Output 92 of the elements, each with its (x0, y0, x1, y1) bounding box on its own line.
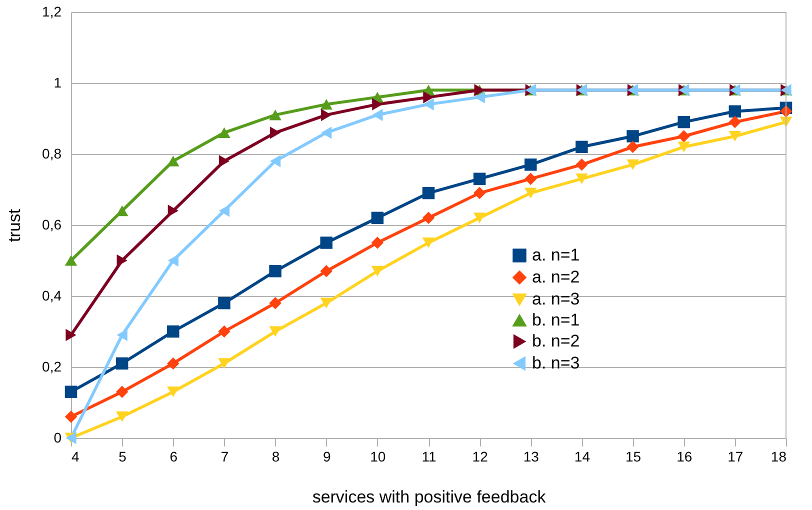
point (320, 265, 332, 278)
point (168, 204, 178, 217)
point (728, 116, 742, 128)
x-tick-label: 7 (220, 448, 229, 464)
point (626, 130, 639, 142)
point (371, 212, 384, 224)
y-tick-label: 1,2 (42, 4, 62, 20)
x-tick-label: 5 (118, 448, 127, 464)
point (576, 174, 588, 184)
point (473, 212, 486, 224)
x-tick-label: 10 (370, 448, 386, 464)
point (422, 212, 435, 224)
x-tick-label: 18 (770, 448, 787, 464)
point (218, 204, 230, 217)
point (372, 108, 383, 122)
point (321, 126, 332, 139)
x-tick-label: 17 (728, 448, 744, 464)
point (269, 326, 282, 337)
point (678, 130, 690, 142)
point (167, 386, 180, 398)
point (116, 386, 128, 398)
point (116, 254, 128, 267)
legend-label: b. n=3 (532, 354, 580, 372)
point (473, 172, 486, 185)
point (269, 110, 282, 120)
y-tick-label: 0,2 (42, 358, 62, 374)
y-tick-label: 0,4 (42, 288, 62, 304)
point (66, 328, 76, 342)
point (423, 98, 434, 110)
point (728, 130, 742, 142)
point (678, 116, 690, 128)
point (423, 91, 434, 104)
point (269, 296, 282, 310)
point (218, 127, 230, 138)
legend-label: b. n=1 (532, 310, 580, 330)
point (269, 265, 282, 278)
point (422, 186, 435, 200)
y-tick-label: 0,8 (42, 146, 62, 162)
x-tick-label: 13 (523, 448, 540, 464)
point (167, 156, 180, 166)
x-tick-label: 16 (676, 448, 692, 464)
point (116, 411, 128, 422)
x-tick-label: 15 (625, 448, 642, 464)
point (320, 98, 332, 110)
point (728, 105, 742, 118)
point (167, 357, 180, 370)
point (116, 357, 128, 370)
y-axis-title: trust (5, 208, 24, 242)
x-tick-label: 11 (422, 448, 436, 464)
y-tick-label: 1 (54, 74, 62, 90)
point (422, 237, 435, 248)
legend-label: a. n=2 (532, 268, 580, 286)
point (371, 236, 384, 249)
point (270, 154, 281, 168)
point (64, 410, 78, 423)
point (218, 296, 230, 310)
x-tick-label: 6 (170, 448, 178, 464)
point (524, 158, 537, 171)
point (116, 328, 128, 342)
point (576, 140, 588, 154)
x-axis-title: services with positive feedback (312, 488, 546, 506)
point (270, 126, 281, 139)
x-tick-label: 12 (472, 448, 488, 464)
point (320, 236, 332, 249)
legend-label: a. n=3 (532, 290, 580, 308)
point (626, 159, 639, 170)
point (218, 358, 230, 369)
x-tick-label: 9 (322, 448, 331, 464)
point (371, 266, 384, 276)
point (64, 386, 78, 398)
point (474, 91, 485, 104)
point (64, 255, 78, 266)
point (678, 142, 690, 152)
point (320, 298, 332, 308)
point (524, 188, 537, 198)
point (167, 325, 180, 338)
y-tick-label: 0,6 (42, 216, 62, 232)
point (626, 140, 639, 154)
point (218, 325, 230, 338)
point (473, 186, 486, 200)
legend-label: b. n=2 (532, 332, 580, 350)
point (168, 254, 178, 267)
point (321, 108, 332, 122)
point (218, 154, 230, 168)
x-tick-label: 8 (272, 448, 280, 464)
point (576, 158, 588, 171)
y-tick-label: 0 (54, 430, 62, 446)
x-tick-label: 4 (72, 448, 80, 464)
point (524, 172, 537, 185)
legend-label: a. n=1 (532, 246, 580, 264)
point (372, 98, 383, 110)
x-tick-label: 14 (574, 448, 590, 464)
